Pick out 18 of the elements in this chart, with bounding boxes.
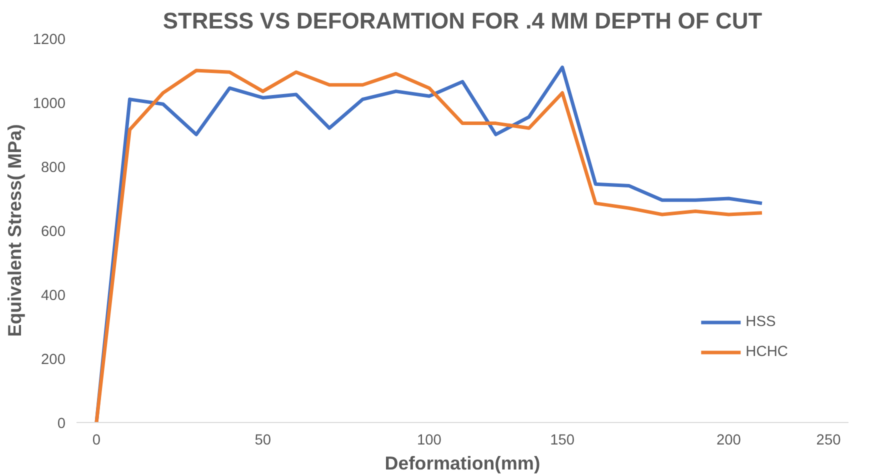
legend-label: HSS	[746, 314, 776, 330]
y-tick-label: 1000	[32, 96, 66, 112]
chart-title: STRESS VS DEFORAMTION FOR .4 MM DEPTH OF CUT	[162, 8, 762, 34]
y-tick-label: 800	[41, 160, 66, 176]
y-tick-label: 200	[41, 352, 66, 368]
x-tick-label: 200	[716, 432, 741, 448]
y-tick-label: 1200	[32, 32, 66, 48]
x-axis-title: Deformation(mm)	[384, 452, 540, 474]
x-tick-label: 100	[416, 432, 442, 448]
y-tick-label: 0	[57, 416, 66, 432]
y-tick-label: 400	[41, 288, 66, 304]
y-axis-title: Equivalent Stress( MPa)	[4, 124, 25, 337]
legend-label: HCHC	[746, 344, 788, 360]
y-tick-label: 600	[41, 224, 66, 240]
x-tick-label: 50	[254, 432, 272, 448]
x-tick-label: 250	[816, 432, 841, 448]
x-tick-label: 150	[550, 432, 575, 448]
x-tick-label: 0	[92, 432, 101, 448]
